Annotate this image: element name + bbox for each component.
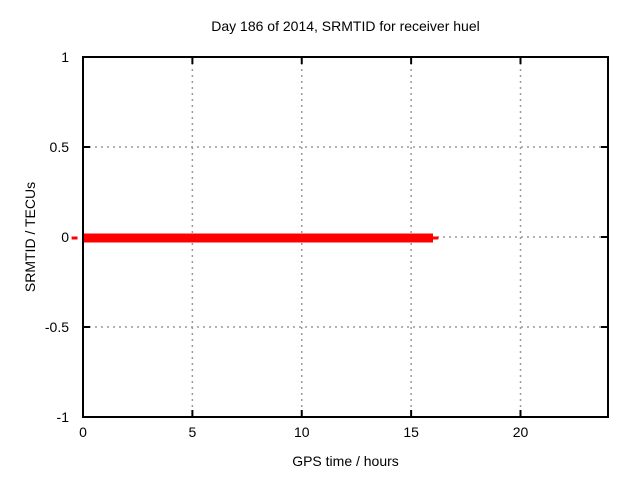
plot-border	[82, 56, 609, 418]
y-tick-label: -0.5	[45, 319, 69, 335]
x-tick-label: 20	[513, 424, 529, 440]
y-tick-label: 1	[61, 49, 69, 65]
x-tick-label: 15	[403, 424, 419, 440]
y-tick-label: 0	[61, 229, 69, 245]
x-tick-label: 10	[294, 424, 310, 440]
x-tick-label: 0	[79, 424, 87, 440]
x-axis-label: GPS time / hours	[292, 453, 399, 469]
chart-title: Day 186 of 2014, SRMTID for receiver hue…	[211, 18, 480, 34]
x-tick-label: 5	[188, 424, 196, 440]
y-tick-label: -1	[57, 409, 70, 425]
y-tick-label: 0.5	[50, 139, 70, 155]
